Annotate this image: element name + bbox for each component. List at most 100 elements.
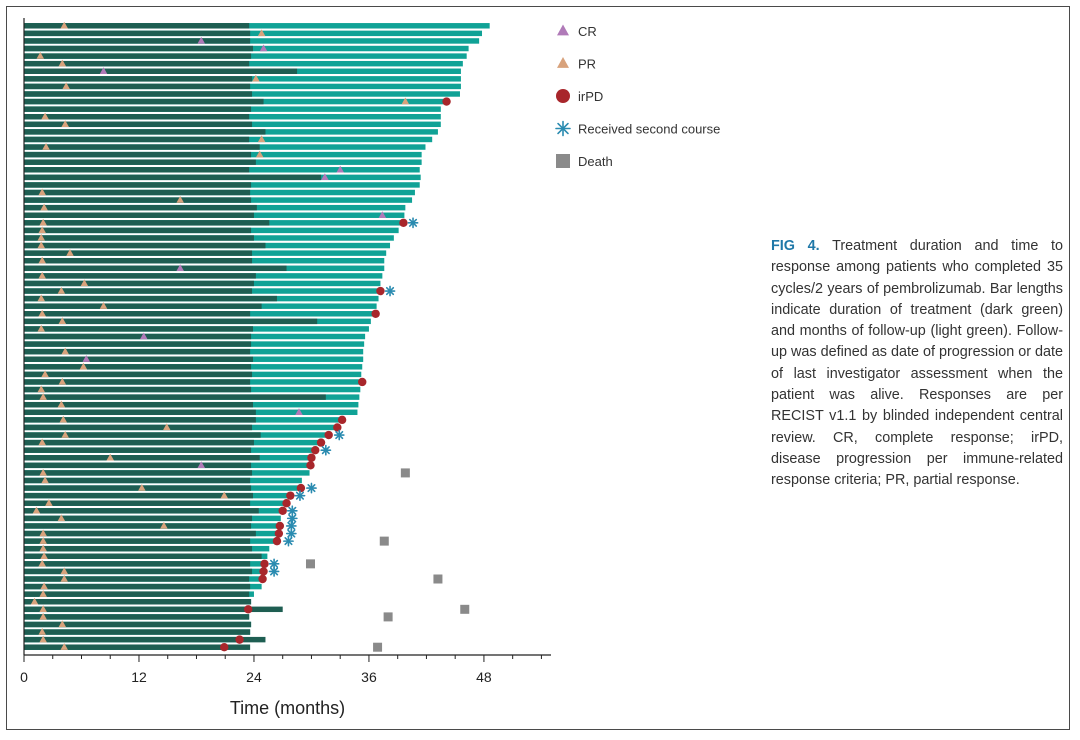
irpd-marker — [358, 377, 367, 387]
irpd-marker — [235, 635, 244, 644]
pr-marker — [38, 271, 46, 279]
irpd-marker — [220, 643, 229, 652]
cr-marker — [295, 408, 303, 415]
treatment-bar — [24, 492, 254, 499]
death-marker — [460, 604, 470, 614]
treatment-bar — [24, 30, 251, 37]
second-course-marker — [286, 512, 298, 524]
treatment-bar — [24, 644, 251, 650]
cr-marker — [140, 332, 148, 340]
pr-marker — [37, 233, 45, 241]
cr-marker — [378, 211, 387, 218]
cr-marker — [197, 461, 206, 469]
cr-marker — [176, 264, 184, 271]
irpd-marker — [316, 438, 326, 447]
treatment-bar — [24, 470, 253, 476]
x-tick-label: 24 — [246, 669, 262, 685]
second-course-marker — [384, 285, 396, 297]
treatment-bar — [24, 500, 251, 506]
treatment-bar — [24, 583, 251, 590]
pr-marker — [163, 423, 171, 431]
treatment-bar — [24, 333, 252, 340]
treatment-bar — [24, 23, 250, 29]
legend-death-symbol — [556, 154, 570, 168]
irpd-marker — [278, 506, 287, 516]
treatment-bar — [24, 455, 260, 461]
legend-pr-symbol — [557, 57, 569, 68]
x-tick-label: 48 — [476, 669, 492, 685]
pr-marker — [37, 241, 45, 249]
pr-marker — [36, 52, 45, 59]
second-course-marker — [320, 444, 332, 456]
death-marker — [400, 468, 410, 478]
treatment-bar — [24, 530, 256, 537]
treatment-bar — [24, 280, 254, 287]
treatment-bar — [24, 561, 251, 567]
second-course-marker — [285, 528, 297, 539]
followup-bar — [24, 23, 490, 29]
pr-marker — [160, 521, 168, 529]
irpd-marker — [307, 453, 316, 462]
pr-marker — [255, 150, 264, 158]
pr-marker — [138, 484, 146, 491]
treatment-bar — [24, 197, 252, 203]
pr-marker — [38, 226, 46, 234]
treatment-bar — [24, 599, 252, 605]
pr-marker — [60, 643, 68, 650]
treatment-bar — [24, 144, 260, 150]
treatment-bar — [24, 485, 252, 491]
pr-marker — [32, 506, 41, 514]
irpd-marker — [260, 559, 269, 569]
treatment-bar — [24, 326, 254, 332]
treatment-bar — [24, 68, 298, 74]
pr-marker — [42, 142, 50, 150]
death-marker — [373, 642, 383, 652]
treatment-bar — [24, 311, 251, 317]
x-tick-label: 0 — [20, 669, 28, 685]
treatment-bar — [24, 386, 252, 393]
markers-layer — [30, 21, 470, 652]
irpd-marker — [442, 97, 451, 106]
treatment-bar — [24, 174, 322, 181]
legend-second-course-symbol — [555, 120, 571, 137]
treatment-bar — [24, 182, 252, 188]
treatment-bar — [24, 288, 253, 294]
pr-marker — [45, 499, 53, 506]
treatment-bar — [24, 432, 261, 438]
treatment-bar — [24, 462, 252, 469]
irpd-marker — [259, 567, 268, 576]
pr-marker — [40, 582, 48, 590]
second-course-marker — [306, 482, 317, 494]
death-marker — [433, 574, 443, 584]
pr-marker — [38, 438, 46, 446]
irpd-marker — [274, 529, 284, 538]
treatment-bar — [24, 553, 262, 559]
treatment-bar — [24, 394, 326, 400]
pr-marker — [40, 552, 48, 559]
treatment-bar — [24, 523, 252, 529]
pr-marker — [41, 112, 49, 120]
treatment-bar — [24, 318, 318, 325]
treatment-bar — [24, 60, 250, 67]
second-course-marker — [333, 429, 345, 441]
treatment-bar — [24, 114, 250, 120]
pr-marker — [40, 203, 48, 211]
treatment-bar — [24, 356, 254, 362]
pr-marker — [38, 309, 46, 317]
irpd-marker — [275, 521, 285, 531]
pr-marker — [30, 597, 39, 605]
pr-marker — [60, 21, 68, 29]
treatment-bar — [24, 424, 253, 431]
pr-marker — [41, 370, 49, 378]
pr-marker — [220, 491, 229, 499]
pr-marker — [58, 59, 67, 67]
treatment-bar — [24, 341, 252, 347]
pr-marker — [99, 302, 108, 309]
irpd-marker — [333, 423, 342, 432]
treatment-bar — [24, 235, 254, 241]
pr-marker — [58, 620, 67, 628]
treatment-bar — [24, 409, 256, 416]
irpd-marker — [282, 499, 291, 508]
pr-marker — [61, 430, 69, 438]
